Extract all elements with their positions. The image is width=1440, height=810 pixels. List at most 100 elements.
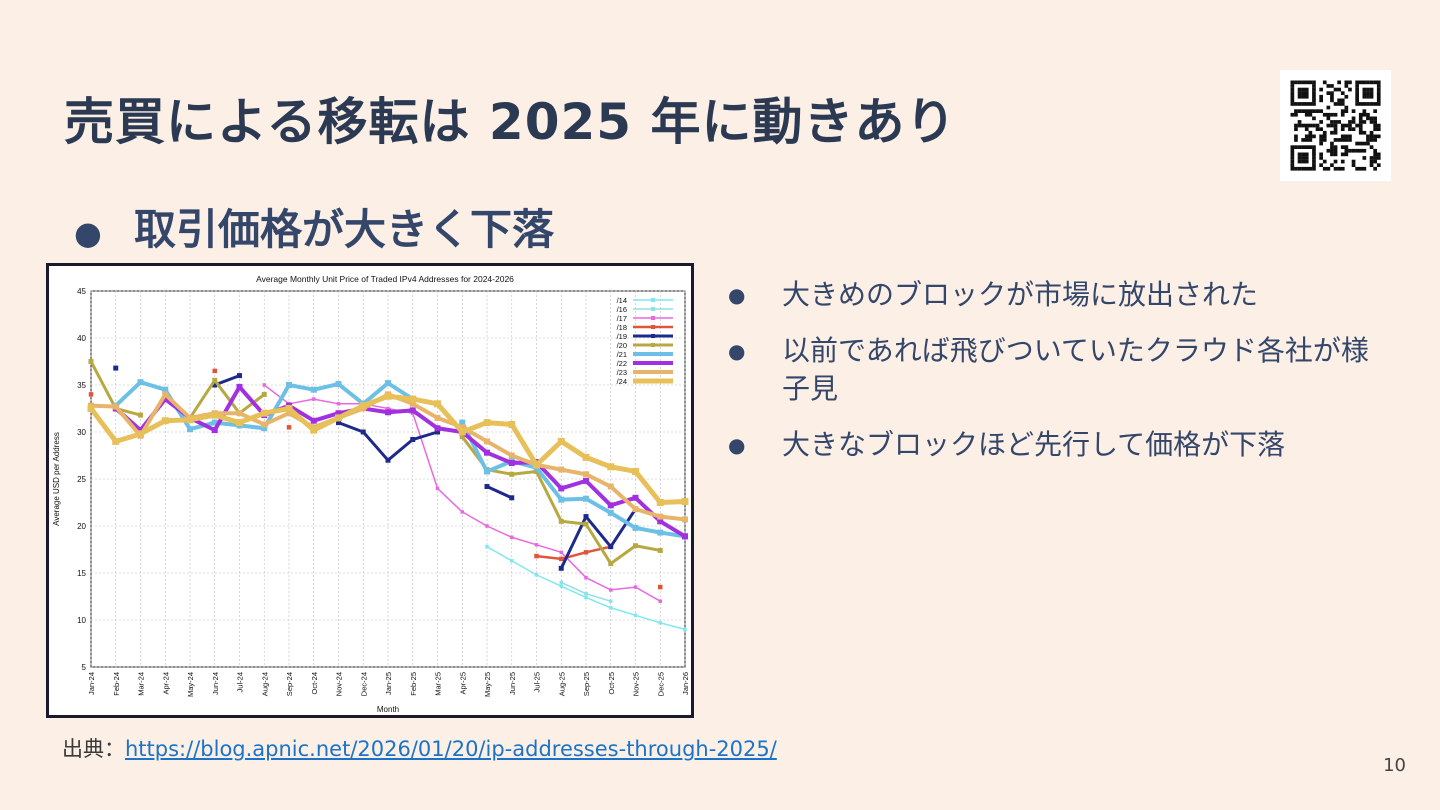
qr-module bbox=[1348, 127, 1352, 131]
series-line bbox=[536, 545, 612, 561]
qr-module bbox=[1376, 84, 1381, 88]
legend-label: /16 bbox=[617, 305, 627, 314]
legend-marker bbox=[651, 361, 655, 365]
qr-module bbox=[1301, 159, 1305, 164]
qr-module bbox=[1355, 98, 1359, 103]
qr-module bbox=[1294, 80, 1298, 85]
qr-module bbox=[1373, 109, 1377, 113]
qr-module bbox=[1308, 112, 1313, 117]
qr-module bbox=[1373, 152, 1377, 157]
qr-module bbox=[1304, 112, 1309, 117]
qr-module bbox=[1322, 80, 1327, 85]
legend-marker bbox=[651, 316, 655, 320]
qr-module bbox=[1290, 152, 1295, 157]
x-tick-label: Feb-24 bbox=[112, 672, 121, 696]
qr-module bbox=[1369, 163, 1374, 167]
legend-label: /19 bbox=[617, 332, 627, 341]
x-tick-label: Dec-25 bbox=[656, 672, 665, 696]
qr-module bbox=[1308, 109, 1313, 113]
qr-module bbox=[1376, 152, 1381, 157]
source-link[interactable]: https://blog.apnic.net/2026/01/20/ip-add… bbox=[125, 737, 777, 761]
qr-module bbox=[1362, 87, 1367, 92]
qr-module bbox=[1290, 112, 1295, 117]
qr-module bbox=[1366, 141, 1370, 146]
legend-marker bbox=[651, 370, 655, 374]
chart-svg: Average Monthly Unit Price of Traded IPv… bbox=[52, 274, 690, 714]
qr-module bbox=[1358, 148, 1363, 153]
legend-label: /24 bbox=[617, 377, 627, 386]
qr-module bbox=[1319, 141, 1323, 146]
qr-module bbox=[1315, 109, 1320, 113]
qr-module bbox=[1290, 102, 1295, 106]
qr-module bbox=[1312, 91, 1316, 95]
qr-module bbox=[1369, 91, 1374, 95]
qr-module bbox=[1297, 102, 1302, 106]
qr-module bbox=[1344, 138, 1349, 142]
x-tick-label: Jan-25 bbox=[384, 672, 393, 695]
qr-module bbox=[1333, 130, 1338, 135]
x-tick-label: Apr-25 bbox=[458, 672, 467, 695]
series-line bbox=[560, 581, 611, 602]
qr-module bbox=[1301, 94, 1305, 99]
data-point bbox=[534, 553, 539, 559]
qr-module bbox=[1373, 120, 1377, 124]
qr-module bbox=[1333, 123, 1338, 128]
x-tick-label: May-24 bbox=[186, 672, 195, 697]
qr-module bbox=[1376, 134, 1381, 139]
qr-module bbox=[1337, 120, 1341, 124]
qr-module bbox=[1373, 116, 1377, 121]
qr-module bbox=[1330, 98, 1334, 103]
qr-module bbox=[1351, 148, 1356, 153]
qr-module bbox=[1366, 87, 1370, 92]
qr-module bbox=[1362, 109, 1367, 113]
x-tick-label: Jul-25 bbox=[533, 672, 542, 692]
qr-module bbox=[1358, 130, 1363, 135]
bullet-dot-icon: ● bbox=[74, 213, 102, 252]
qr-module bbox=[1319, 120, 1323, 124]
qr-module bbox=[1312, 123, 1316, 128]
series-line bbox=[460, 421, 686, 539]
qr-module bbox=[1312, 109, 1316, 113]
qr-module bbox=[1376, 87, 1381, 92]
qr-module bbox=[1362, 80, 1367, 85]
qr-module bbox=[1290, 91, 1295, 95]
qr-module bbox=[1312, 116, 1316, 121]
y-tick-label: 40 bbox=[77, 334, 86, 343]
qr-module bbox=[1355, 87, 1359, 92]
qr-module bbox=[1304, 138, 1309, 142]
qr-module bbox=[1373, 159, 1377, 164]
qr-module bbox=[1355, 84, 1359, 88]
qr-module bbox=[1337, 80, 1341, 85]
qr-module bbox=[1319, 94, 1323, 99]
qr-module bbox=[1322, 134, 1327, 139]
qr-module bbox=[1340, 102, 1345, 106]
qr-module bbox=[1333, 102, 1338, 106]
qr-module bbox=[1366, 134, 1370, 139]
series-line bbox=[559, 508, 637, 569]
qr-module bbox=[1369, 138, 1374, 142]
qr-module bbox=[1337, 102, 1341, 106]
y-tick-label: 15 bbox=[77, 569, 86, 578]
qr-module bbox=[1369, 80, 1374, 85]
qr-module bbox=[1319, 156, 1323, 160]
qr-module bbox=[1294, 112, 1298, 117]
qr-module bbox=[1326, 91, 1331, 95]
qr-module bbox=[1294, 109, 1298, 113]
qr-module bbox=[1376, 80, 1381, 85]
qr-module bbox=[1358, 123, 1363, 128]
qr-module bbox=[1290, 166, 1295, 171]
qr-module bbox=[1358, 112, 1363, 117]
x-tick-label: Jan-24 bbox=[87, 672, 96, 695]
qr-module bbox=[1344, 109, 1349, 113]
x-tick-label: Aug-25 bbox=[557, 672, 566, 696]
qr-module bbox=[1376, 102, 1381, 106]
qr-module bbox=[1369, 120, 1374, 124]
qr-module bbox=[1312, 98, 1316, 103]
qr-module bbox=[1304, 109, 1309, 113]
qr-module bbox=[1326, 84, 1331, 88]
qr-module bbox=[1344, 152, 1349, 157]
data-point bbox=[683, 627, 687, 632]
qr-module bbox=[1330, 141, 1334, 146]
legend-label: /20 bbox=[617, 341, 627, 350]
qr-module bbox=[1326, 105, 1331, 110]
